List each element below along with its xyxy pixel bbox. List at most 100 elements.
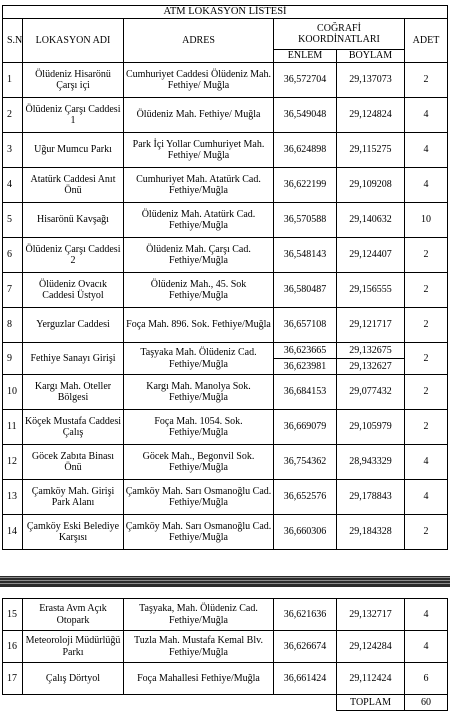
header-row: S.N LOKASYON ADI ADRES COĞRAFİ KOORDİNAT… (2, 18, 448, 63)
row-address: Cumhuriyet Mah. Atatürk Cad. Fethiye/Muğ… (123, 167, 274, 203)
row-count: 4 (404, 598, 448, 631)
row-location: Hisarönü Kavşağı (22, 202, 124, 238)
row-location: Meteoroloji Müdürlüğü Parkı (22, 630, 124, 663)
row-location: Kargı Mah. Oteller Bölgesi (22, 374, 124, 410)
row-address: Foça Mahallesi Fethiye/Muğla (123, 662, 274, 695)
header-count: ADET (404, 18, 448, 63)
row-latitude: 36,622199 (273, 167, 337, 203)
row-latitude: 36,652576 (273, 479, 337, 515)
total-row: TOPLAM 60 (3, 694, 448, 711)
row-sn: 2 (2, 97, 23, 133)
row-longitude: 29,124407 (336, 237, 405, 273)
row-address: Kargı Mah. Manolya Sok. Fethiye/Muğla (123, 374, 274, 410)
row-count: 4 (404, 630, 448, 663)
row-sn: 4 (2, 167, 23, 203)
row-sn: 14 (2, 514, 23, 550)
row-address: Taşyaka, Mah. Ölüdeniz Cad. Fethiye/Muğl… (123, 598, 274, 631)
row-count: 2 (404, 62, 448, 98)
row-location: Ölüdeniz Ovacık Caddesi Üstyol (22, 272, 124, 308)
row-count: 2 (404, 514, 448, 550)
row-count: 2 (404, 237, 448, 273)
row-address: Çamköy Mah. Sarı Osmanoğlu Cad. Fethiye/… (123, 479, 274, 515)
row-sn: 12 (2, 444, 23, 480)
table-row: 3 Uğur Mumcu Parkı Park İçi Yollar Cumhuri… (2, 132, 448, 168)
row-count: 10 (404, 202, 448, 238)
row-count: 2 (404, 307, 448, 343)
row-address: Foça Mah. 1054. Sok. Fethiye/Muğla (123, 409, 274, 445)
row-sn: 9 (2, 342, 23, 375)
row-longitude: 29,112424 (336, 662, 405, 695)
row-longitude: 29,178843 (336, 479, 405, 515)
row-sn: 11 (2, 409, 23, 445)
table-row: 2 Ölüdeniz Çarşı Caddesi 1 Ölüdeniz Mah. F… (2, 97, 448, 133)
row-longitude: 29,115275 (336, 132, 405, 168)
row-count: 4 (404, 167, 448, 203)
row-latitude: 36,661424 (273, 662, 337, 695)
row-count: 4 (404, 97, 448, 133)
table-row: 5 Hisarönü Kavşağı Ölüdeniz Mah. Atatürk C… (2, 202, 448, 238)
row-latitude: 36,660306 (273, 514, 337, 550)
row-latitude: 36,669079 (273, 409, 337, 445)
row-address: Çamköy Mah. Sarı Osmanoğlu Cad. Fethiye/… (123, 514, 274, 550)
table-row: 10 Kargı Mah. Oteller Bölgesi Kargı Mah. M… (2, 374, 448, 410)
row-address: Ölüdeniz Mah., 45. Sok Fethiye/Muğla (123, 272, 274, 308)
header-address: ADRES (123, 18, 274, 63)
table-row: 13 Çamköy Mah. Girişi Park Alanı Çamköy Ma… (2, 479, 448, 515)
row-longitude: 29,077432 (336, 374, 405, 410)
row-sn: 6 (2, 237, 23, 273)
page-break-band (0, 576, 450, 587)
row-count: 2 (404, 342, 448, 375)
row-longitude: 29,132675 (336, 342, 405, 359)
row-sn: 16 (2, 630, 23, 663)
row-latitude: 36,621636 (273, 598, 337, 631)
row-longitude: 29,184328 (336, 514, 405, 550)
table-row: 7 Ölüdeniz Ovacık Caddesi Üstyol Ölüdeniz … (2, 272, 448, 308)
row-sn: 13 (2, 479, 23, 515)
row-location: Ölüdeniz Hisarönü Çarşı içi (22, 62, 124, 98)
row-sn: 8 (2, 307, 23, 343)
row-longitude: 29,121717 (336, 307, 405, 343)
row-address: Ölüdeniz Mah. Fethiye/ Muğla (123, 97, 274, 133)
total-spacer (3, 695, 337, 711)
row-address: Tuzla Mah. Mustafa Kemal Blv. Fethiye/Mu… (123, 630, 274, 663)
row-location: Köçek Mustafa Caddesi Çalış (22, 409, 124, 445)
table-row: 6 Ölüdeniz Çarşı Caddesi 2 Ölüdeniz Mah. Ç… (2, 237, 448, 273)
table-row-sub: 36,623981 29,132627 (3, 358, 448, 375)
row-longitude: 29,124824 (336, 97, 405, 133)
row-latitude: 36,580487 (273, 272, 337, 308)
row-longitude: 29,132717 (336, 598, 405, 631)
row-address: Cumhuriyet Caddesi Ölüdeniz Mah. Fethiye… (123, 62, 274, 98)
header-latitude: ENLEM (273, 49, 337, 63)
table-row: 12 Göcek Zabıta Binası Önü Göcek Mah., Beg… (2, 444, 448, 480)
row-count: 2 (404, 272, 448, 308)
table-row: 8 Yerguzlar Caddesi Foça Mah. 896. Sok. Fe… (2, 307, 448, 343)
row-sn: 3 (2, 132, 23, 168)
row-location: Yerguzlar Caddesi (22, 307, 124, 343)
row-sn: 15 (2, 598, 23, 631)
row-longitude: 29,105979 (336, 409, 405, 445)
header-sn: S.N (2, 18, 23, 63)
row-location: Ölüdeniz Çarşı Caddesi 2 (22, 237, 124, 273)
row-longitude: 29,156555 (336, 272, 405, 308)
row-longitude: 29,140632 (336, 202, 405, 238)
row-latitude: 36,626674 (273, 630, 337, 663)
row-latitude: 36,657108 (273, 307, 337, 343)
table-row: 9 Fethiye Sanayı Girişi Taşyaka Mah. Ölüde… (2, 342, 448, 375)
total-value: 60 (404, 694, 448, 711)
row-count: 2 (404, 409, 448, 445)
row-count: 2 (404, 374, 448, 410)
row-latitude: 36,754362 (273, 444, 337, 480)
row-longitude: 29,137073 (336, 62, 405, 98)
row-count: 6 (404, 662, 448, 695)
row-latitude: 36,549048 (273, 97, 337, 133)
row-sn: 1 (2, 62, 23, 98)
header-coordinates: COĞRAFİ KOORDİNATLARI (273, 18, 405, 50)
row-address: Göcek Mah., Begonvil Sok. Fethiye/Muğla (123, 444, 274, 480)
row-address: Ölüdeniz Mah. Çarşı Cad. Fethiye/Muğla (123, 237, 274, 273)
row-address: Park İçi Yollar Cumhuriyet Mah. Fethiye/… (123, 132, 274, 168)
total-label: TOPLAM (336, 694, 405, 711)
table-title: ATM LOKASYON LİSTESİ (2, 5, 448, 19)
row-sn: 17 (2, 662, 23, 695)
table-row: 15 Erasta Avm Açık Otopark Taşyaka, Mah. Ö… (2, 598, 448, 631)
header-longitude: BOYLAM (336, 49, 405, 63)
